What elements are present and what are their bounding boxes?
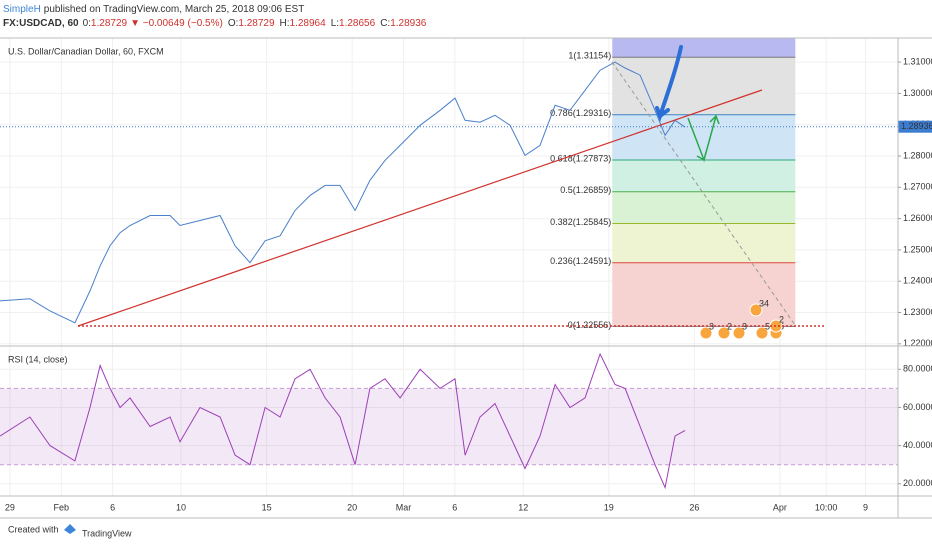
y-tick-label: 20.0000	[903, 478, 932, 488]
y-tick-label: 1.23000	[903, 307, 932, 317]
event-icon	[755, 326, 769, 340]
x-tick-label: 20	[347, 502, 357, 512]
open-prefix: 0:	[83, 18, 91, 29]
x-tick-label: 15	[262, 502, 272, 512]
author[interactable]: SimpleH	[3, 4, 41, 15]
event-label: 2	[727, 321, 732, 331]
fib-band	[612, 262, 796, 327]
fib-band	[612, 191, 796, 224]
ohlc-value: 1.28656	[339, 18, 376, 29]
x-tick-label: 19	[604, 502, 614, 512]
y-tick-label: 1.25000	[903, 244, 932, 254]
event-label: 2	[779, 314, 784, 324]
fib-band	[612, 223, 796, 263]
ohlc-value: 1.28964	[290, 18, 327, 29]
x-tick-label: 26	[689, 502, 699, 512]
last-price-box	[898, 120, 932, 133]
price: 1.28729	[91, 18, 128, 29]
fib-band	[612, 114, 796, 160]
x-tick-label: 29	[5, 502, 15, 512]
brand-logo	[64, 524, 76, 534]
fib-label: 0.382(1.25845)	[550, 217, 611, 227]
header-line1: SimpleH published on TradingView.com, Mar…	[3, 4, 304, 15]
fib-band	[612, 57, 796, 115]
fib-band	[612, 38, 796, 58]
x-tick-label: 12	[518, 502, 528, 512]
ohlc-key: C:	[380, 18, 390, 29]
projection-line	[611, 61, 796, 326]
ohlc-key: L:	[331, 18, 339, 29]
event-icon	[699, 326, 713, 340]
y-tick-label: 1.30000	[903, 88, 932, 98]
fib-label: 0.618(1.27873)	[550, 153, 611, 163]
trend-line	[77, 89, 763, 327]
y-tick-label: 60.0000	[903, 402, 932, 412]
event-label: 3	[742, 321, 747, 331]
event-icon	[717, 326, 731, 340]
y-tick-label: 1.24000	[903, 276, 932, 286]
series-line	[0, 61, 686, 324]
x-tick-label: 9	[863, 502, 868, 512]
fib-label: 0(1.22556)	[568, 320, 612, 330]
y-tick-label: 1.27000	[903, 182, 932, 192]
x-tick-label: 6	[110, 502, 115, 512]
y-tick-label: 1.28000	[903, 150, 932, 160]
ohlc-value: 1.28729	[238, 18, 275, 29]
x-tick-label: Feb	[54, 502, 70, 512]
last-price-label: 1.28936	[901, 121, 932, 131]
fib-label: 1(1.31154)	[568, 51, 611, 61]
y-tick-label: 1.26000	[903, 213, 932, 223]
header-line2: FX:USDCAD, 60 0:1.28729 ▼ −0.00649 (−0.5%)…	[3, 18, 427, 29]
y-tick-label: 1.22000	[903, 338, 932, 348]
event-icon	[732, 326, 746, 340]
y-tick-label: 80.0000	[903, 364, 932, 374]
plot: 1.310001.300001.290001.280001.270001.260…	[0, 38, 932, 512]
fib-label: 0.786(1.29316)	[550, 108, 611, 118]
x-tick-label: 10	[176, 502, 186, 512]
x-tick-label: Mar	[396, 502, 412, 512]
ohlc-key: O:	[228, 18, 239, 29]
event-label: 34	[759, 298, 769, 308]
symbol: FX:USDCAD, 60	[3, 18, 79, 29]
blue-arrow	[655, 45, 683, 122]
ohlc-key: H:	[280, 18, 290, 29]
event-icon	[749, 303, 763, 317]
panel-title: U.S. Dollar/Canadian Dollar, 60, FXCM	[8, 46, 164, 56]
x-tick-label: 6	[452, 502, 457, 512]
ohlc-value: 1.28936	[390, 18, 427, 29]
rsi-band	[0, 388, 898, 465]
ohlc: O:1.28729 H:1.28964 L:1.28656 C:1.28936	[228, 18, 427, 29]
y-tick-label: 40.0000	[903, 440, 932, 450]
footer-created: Created with	[8, 524, 59, 534]
x-tick-label: Apr	[773, 502, 787, 512]
y-tick-label: 1.31000	[903, 56, 932, 66]
panel-title: RSI (14, close)	[8, 354, 68, 364]
change: ▼ −0.00649 (−0.5%)	[130, 18, 223, 29]
fib-label: 0.5(1.26859)	[560, 185, 611, 195]
green-arrow	[687, 114, 720, 163]
footer-brand[interactable]: TradingView	[82, 528, 132, 538]
fib-band	[612, 159, 796, 192]
published: published on TradingView.com, March 25, …	[44, 4, 305, 15]
x-tick-label: 10:00	[815, 502, 838, 512]
series-line	[0, 352, 686, 490]
fib-label: 0.236(1.24591)	[550, 256, 611, 266]
